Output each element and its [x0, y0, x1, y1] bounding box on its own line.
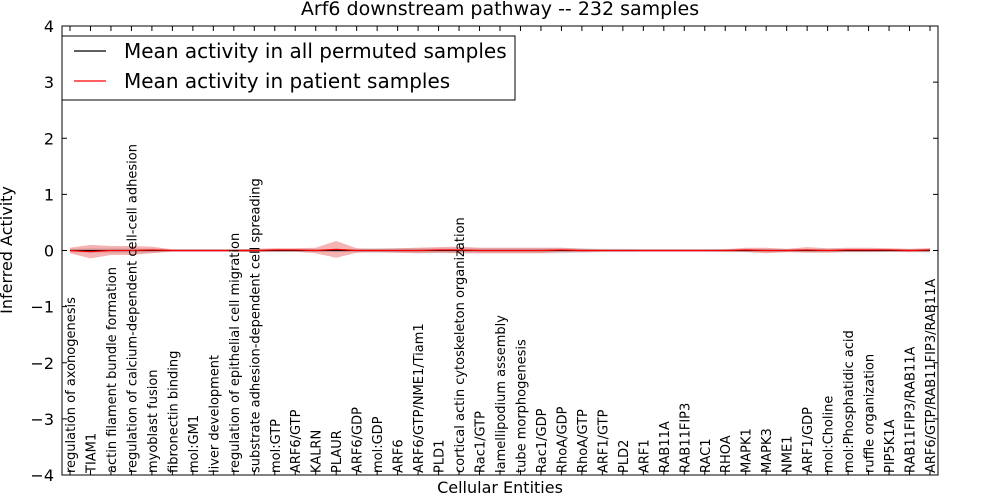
x-category-label: myoblast fusion: [146, 369, 161, 473]
legend-box: [61, 35, 516, 101]
legend-label-1: Mean activity in patient samples: [124, 69, 450, 93]
y-tick-label: 2: [44, 129, 54, 148]
x-category-label: ARF1: [637, 439, 652, 473]
y-axis-label: Inferred Activity: [0, 186, 16, 314]
y-tick-labels: −4 −3 −2 −1 0 1 2 3 4: [30, 17, 54, 485]
y-tick-label: 3: [44, 73, 54, 92]
x-category-label: RAB11A: [658, 421, 673, 473]
x-category-label: mol:GM1: [187, 415, 202, 473]
legend: Mean activity in all permuted samples Mea…: [61, 35, 516, 101]
y-tick-label: −3: [30, 410, 54, 429]
x-category-label: RHOA: [719, 435, 734, 473]
y-tick-label: 4: [44, 17, 54, 36]
x-category-label: regulation of axonogenesis: [64, 297, 79, 473]
x-category-label: TIAM1: [84, 433, 99, 474]
x-axis-label: Cellular Entities: [437, 478, 563, 497]
x-category-label: substrate adhesion-dependent cell spread…: [248, 178, 263, 473]
x-category-label: PLAUR: [330, 430, 345, 473]
series-lines: [69, 248, 931, 253]
x-category-label: ARF6/GTP/RAB11FIP3/RAB11A: [924, 279, 939, 473]
x-category-label: RhoA/GDP: [555, 406, 570, 473]
x-category-label: RhoA/GTP: [576, 409, 591, 473]
series-line-1: [69, 248, 931, 253]
x-category-label: MAPK3: [760, 428, 775, 473]
x-category-label: NME1: [781, 436, 796, 473]
legend-label-0: Mean activity in all permuted samples: [124, 39, 507, 63]
x-category-label: cortical actin cytoskeleton organization: [453, 217, 468, 473]
y-tick-label: −2: [30, 354, 54, 373]
x-category-label: RAC1: [699, 438, 714, 473]
x-category-label: ARF6/GTP/NME1/Tiam1: [412, 323, 427, 473]
x-category-labels: regulation of axonogenesis TIAM1 actin fil…: [64, 144, 939, 474]
chart-title: Arf6 downstream pathway -- 232 samples: [301, 0, 699, 20]
x-category-label: lamellipodium assembly: [494, 315, 509, 473]
x-category-label: KALRN: [310, 430, 325, 473]
x-category-label: mol:Phosphatidic acid: [842, 330, 857, 473]
x-category-label: fibronectin binding: [166, 351, 181, 473]
x-category-label: PLD2: [617, 440, 632, 473]
y-tick-label: −4: [30, 466, 54, 485]
x-category-label: Rac1/GTP: [474, 411, 489, 473]
x-category-label: mol:GTP: [269, 419, 284, 473]
series-band-1: [70, 240, 930, 259]
x-category-label: tube morphogenesis: [514, 339, 529, 473]
x-category-label: Rac1/GDP: [535, 408, 550, 473]
y-tick-label: 0: [44, 242, 54, 261]
x-category-label: liver development: [207, 355, 222, 473]
y-tick-label: 1: [44, 185, 54, 204]
x-category-label: MAPK1: [740, 428, 755, 473]
axis-ticks: [62, 25, 938, 476]
x-category-label: actin filament bundle formation: [105, 267, 120, 473]
x-category-label: ARF6: [392, 439, 407, 473]
x-category-label: ARF6/GTP: [289, 409, 304, 473]
x-category-label: ruffle organization: [863, 354, 878, 473]
x-category-label: ARF6/GDP: [351, 407, 366, 473]
x-category-label: PIP5K1A: [883, 419, 898, 473]
x-category-label: mol:Choline: [822, 396, 837, 473]
y-tick-label: −1: [30, 298, 54, 317]
x-category-label: mol:GDP: [371, 416, 386, 473]
x-category-label: regulation of epithelial cell migration: [228, 233, 243, 473]
x-category-label: PLD1: [433, 440, 448, 473]
x-category-label: RAB11FIP3: [678, 403, 693, 473]
x-category-label: ARF1/GTP: [596, 409, 611, 473]
x-category-label: regulation of calcium-dependent cell-cel…: [125, 144, 140, 473]
x-category-label: RAB11FIP3/RAB11A: [904, 346, 919, 473]
x-category-label: ARF1/GDP: [801, 407, 816, 473]
